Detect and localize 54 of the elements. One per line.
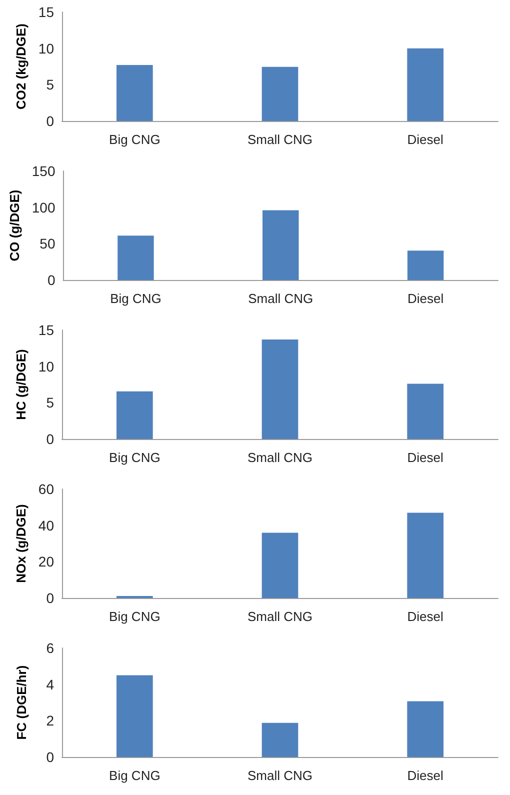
y-tick-label: 60 bbox=[38, 481, 54, 497]
x-tick-label: Big CNG bbox=[109, 450, 160, 465]
x-tick-label: Diesel bbox=[407, 768, 444, 783]
y-tick-label: 0 bbox=[47, 272, 56, 288]
x-tick-label: Small CNG bbox=[247, 609, 313, 624]
bar bbox=[407, 701, 444, 757]
y-tick-label: 0 bbox=[46, 749, 54, 765]
y-axis-title: FC (DGE/hr) bbox=[14, 665, 29, 740]
y-tick-label: 15 bbox=[38, 4, 54, 20]
y-tick-label: 40 bbox=[38, 517, 54, 534]
bar bbox=[262, 722, 298, 757]
y-axis-title: NOx (g/DGE) bbox=[14, 504, 29, 583]
x-tick-label: Small CNG bbox=[247, 132, 313, 147]
bar bbox=[262, 210, 299, 280]
x-tick-label: Small CNG bbox=[247, 768, 313, 783]
x-tick-label: Diesel bbox=[407, 291, 444, 306]
x-tick-label: Big CNG bbox=[110, 291, 162, 306]
y-axis-title: CO2 (kg/DGE) bbox=[14, 24, 29, 110]
y-tick-label: 6 bbox=[46, 640, 54, 656]
y-tick-label: 2 bbox=[46, 712, 54, 729]
bar bbox=[407, 48, 444, 121]
y-tick-label: 15 bbox=[38, 322, 54, 338]
bar bbox=[407, 512, 444, 598]
y-tick-label: 5 bbox=[46, 76, 54, 93]
bar bbox=[262, 339, 298, 439]
x-tick-label: Big CNG bbox=[109, 609, 160, 624]
bar bbox=[262, 66, 298, 121]
x-tick-label: Diesel bbox=[407, 609, 444, 624]
y-tick-label: 150 bbox=[32, 163, 56, 179]
y-tick-label: 5 bbox=[46, 394, 54, 411]
y-tick-label: 0 bbox=[46, 431, 54, 447]
y-tick-label: 4 bbox=[46, 676, 54, 692]
y-tick-label: 0 bbox=[46, 590, 54, 606]
y-axis-title: HC (g/DGE) bbox=[14, 349, 29, 420]
x-tick-label: Big CNG bbox=[109, 132, 160, 147]
bar bbox=[262, 532, 298, 598]
bar bbox=[407, 384, 444, 439]
x-tick-label: Diesel bbox=[407, 450, 444, 465]
bar bbox=[116, 65, 153, 121]
y-tick-label: 100 bbox=[32, 199, 56, 216]
bar bbox=[118, 236, 154, 280]
x-tick-label: Diesel bbox=[407, 132, 444, 147]
y-tick-label: 20 bbox=[38, 554, 54, 570]
y-tick-label: 10 bbox=[38, 358, 54, 374]
y-tick-label: 10 bbox=[38, 40, 54, 56]
bar bbox=[116, 391, 153, 439]
bar bbox=[407, 250, 444, 280]
x-tick-label: Small CNG bbox=[248, 291, 314, 306]
y-tick-label: 0 bbox=[46, 113, 54, 129]
x-tick-label: Small CNG bbox=[247, 450, 313, 465]
y-axis-title: CO (g/DGE) bbox=[7, 190, 22, 262]
x-tick-label: Big CNG bbox=[109, 768, 160, 783]
y-tick-label: 50 bbox=[40, 236, 56, 252]
bar bbox=[116, 675, 153, 757]
